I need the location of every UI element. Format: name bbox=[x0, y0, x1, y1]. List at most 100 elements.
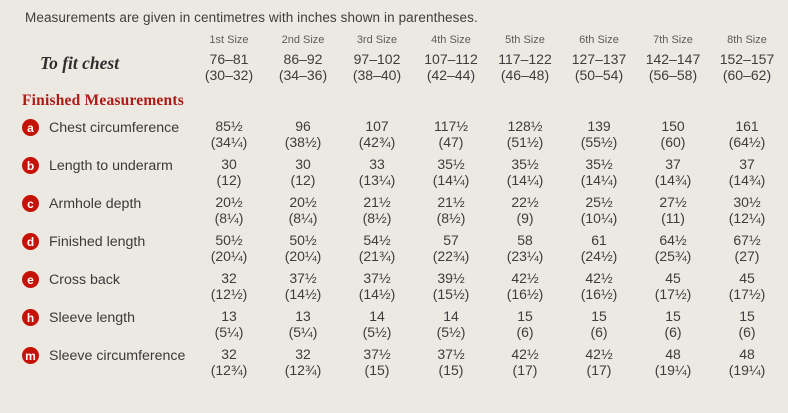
inches-value: (34–36) bbox=[278, 66, 328, 83]
measurement-cell: 30 (12) bbox=[266, 156, 340, 188]
row-label: Sleeve length bbox=[49, 310, 135, 326]
cm-value: 48 bbox=[739, 346, 755, 362]
inches-value: (12¼) bbox=[728, 209, 766, 226]
cm-value: 25½ bbox=[585, 194, 613, 210]
measurement-cell: 35½ (14¼) bbox=[562, 156, 636, 188]
cm-value: 107 bbox=[365, 118, 389, 134]
cm-value: 127–137 bbox=[571, 51, 627, 67]
row-label-cell: b Length to underarm bbox=[20, 157, 192, 174]
intro-text: Measurements are given in centimetres wi… bbox=[25, 10, 478, 25]
inches-value: (25¾) bbox=[654, 247, 692, 264]
row-label: Cross back bbox=[49, 272, 120, 288]
cm-value: 64½ bbox=[659, 232, 687, 248]
row-label-cell: e Cross back bbox=[20, 271, 192, 288]
cm-value: 58 bbox=[517, 232, 533, 248]
inches-value: (14¾) bbox=[654, 171, 692, 188]
cm-value: 15 bbox=[517, 308, 533, 324]
measurement-cell: 32 (12½) bbox=[192, 270, 266, 302]
measurement-cell: 107 (42¾) bbox=[340, 118, 414, 150]
cm-value: 30 bbox=[295, 156, 311, 172]
measurement-cell: 14 (5½) bbox=[340, 308, 414, 340]
measurement-cell: 67½ (27) bbox=[710, 232, 784, 264]
measurement-cell: 85½ (34¼) bbox=[192, 118, 266, 150]
cm-value: 35½ bbox=[511, 156, 539, 172]
cm-value: 35½ bbox=[585, 156, 613, 172]
cm-value: 20½ bbox=[289, 194, 317, 210]
to-fit-cell: 152–157 (60–62) bbox=[710, 51, 784, 83]
measurement-cell: 13 (5¼) bbox=[192, 308, 266, 340]
measurement-cell: 39½ (15½) bbox=[414, 270, 488, 302]
inches-value: (8¼) bbox=[214, 209, 244, 226]
to-fit-cell: 142–147 (56–58) bbox=[636, 51, 710, 83]
measurement-cell: 15 (6) bbox=[562, 308, 636, 340]
inches-value: (12) bbox=[216, 171, 242, 188]
cm-value: 97–102 bbox=[353, 51, 401, 67]
inches-value: (10¼) bbox=[580, 209, 618, 226]
measurement-cell: 14 (5½) bbox=[414, 308, 488, 340]
inches-value: (38–40) bbox=[352, 66, 402, 83]
cm-value: 117–122 bbox=[498, 51, 552, 67]
measurement-cell: 32 (12¾) bbox=[266, 346, 340, 378]
inches-value: (46–48) bbox=[500, 66, 550, 83]
measurement-cell: 61 (24½) bbox=[562, 232, 636, 264]
inches-value: (47) bbox=[438, 133, 464, 150]
measurement-cell: 48 (19¼) bbox=[636, 346, 710, 378]
inches-value: (51½) bbox=[506, 133, 544, 150]
measurement-cell: 42½ (16½) bbox=[488, 270, 562, 302]
measurement-cell: 15 (6) bbox=[710, 308, 784, 340]
inches-value: (20¼) bbox=[210, 247, 248, 264]
row-label-cell: c Armhole depth bbox=[20, 195, 192, 212]
inches-value: (17) bbox=[586, 361, 612, 378]
cm-value: 35½ bbox=[437, 156, 465, 172]
measurement-row-sleeve-circumference: m Sleeve circumference 32 (12¾) 32 (12¾) 37… bbox=[20, 346, 784, 378]
cm-value: 30½ bbox=[733, 194, 761, 210]
row-label: Sleeve circumference bbox=[49, 348, 186, 364]
cm-value: 42½ bbox=[585, 346, 613, 362]
row-badge: b bbox=[22, 157, 39, 174]
row-badge: a bbox=[22, 119, 39, 136]
inches-value: (38½) bbox=[284, 133, 322, 150]
measurement-cell: 32 (12¾) bbox=[192, 346, 266, 378]
inches-value: (12¾) bbox=[284, 361, 322, 378]
row-label: Length to underarm bbox=[49, 158, 173, 174]
inches-value: (15) bbox=[438, 361, 464, 378]
measurement-cell: 150 (60) bbox=[636, 118, 710, 150]
row-badge: d bbox=[22, 233, 39, 250]
row-label-cell: h Sleeve length bbox=[20, 309, 192, 326]
row-label-cell: d Finished length bbox=[20, 233, 192, 250]
inches-value: (8½) bbox=[436, 209, 466, 226]
inches-value: (14¼) bbox=[580, 171, 618, 188]
cm-value: 32 bbox=[295, 346, 311, 362]
measurement-row-finished-length: d Finished length 50½ (20¼) 50½ (20¼) 54½ (2… bbox=[20, 232, 784, 264]
inches-value: (27) bbox=[734, 247, 760, 264]
inches-value: (12¾) bbox=[210, 361, 248, 378]
measurement-cell: 42½ (17) bbox=[488, 346, 562, 378]
measurement-row-cross-back: e Cross back 32 (12½) 37½ (14½) 37½ (14½) 39… bbox=[20, 270, 784, 302]
inches-value: (8¼) bbox=[288, 209, 318, 226]
cm-value: 67½ bbox=[733, 232, 761, 248]
cm-value: 161 bbox=[735, 118, 759, 134]
to-fit-cell: 107–112 (42–44) bbox=[414, 51, 488, 83]
cm-value: 13 bbox=[295, 308, 311, 324]
inches-value: (6) bbox=[664, 323, 682, 340]
measurement-cell: 21½ (8½) bbox=[414, 194, 488, 226]
cm-value: 27½ bbox=[659, 194, 687, 210]
cm-value: 39½ bbox=[437, 270, 465, 286]
measurement-cell: 22½ (9) bbox=[488, 194, 562, 226]
inches-value: (15) bbox=[364, 361, 390, 378]
size-header-2: 2nd Size bbox=[281, 34, 325, 46]
cm-value: 107–112 bbox=[424, 51, 478, 67]
row-badge: m bbox=[22, 347, 39, 364]
row-badge: e bbox=[22, 271, 39, 288]
inches-value: (17) bbox=[512, 361, 538, 378]
inches-value: (5½) bbox=[436, 323, 466, 340]
cm-value: 50½ bbox=[289, 232, 317, 248]
cm-value: 54½ bbox=[363, 232, 391, 248]
to-fit-cell: 76–81 (30–32) bbox=[192, 51, 266, 83]
measurement-cell: 64½ (25¾) bbox=[636, 232, 710, 264]
inches-value: (60–62) bbox=[722, 66, 772, 83]
measurement-cell: 37½ (14½) bbox=[266, 270, 340, 302]
inches-value: (5½) bbox=[362, 323, 392, 340]
cm-value: 32 bbox=[221, 346, 237, 362]
